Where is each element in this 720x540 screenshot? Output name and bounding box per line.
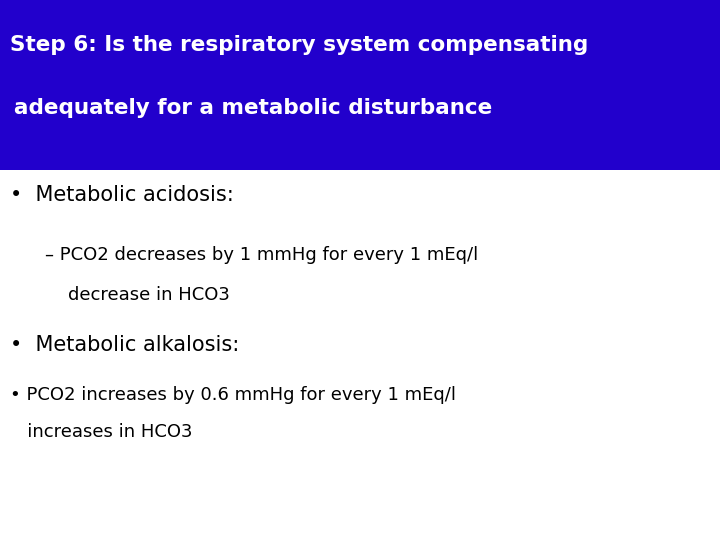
Text: •  Metabolic acidosis:: • Metabolic acidosis: [10,185,234,205]
Text: decrease in HCO3: decrease in HCO3 [45,286,230,304]
Text: Step 6: Is the respiratory system compensating: Step 6: Is the respiratory system compen… [10,35,588,55]
Text: adequately for a metabolic disturbance: adequately for a metabolic disturbance [14,98,492,118]
Text: increases in HCO3: increases in HCO3 [10,423,192,441]
Text: • PCO2 increases by 0.6 mmHg for every 1 mEq/l: • PCO2 increases by 0.6 mmHg for every 1… [10,386,456,404]
Text: •  Metabolic alkalosis:: • Metabolic alkalosis: [10,335,239,355]
Text: – PCO2 decreases by 1 mmHg for every 1 mEq/l: – PCO2 decreases by 1 mmHg for every 1 m… [45,246,478,264]
Bar [0,0,720,170]
